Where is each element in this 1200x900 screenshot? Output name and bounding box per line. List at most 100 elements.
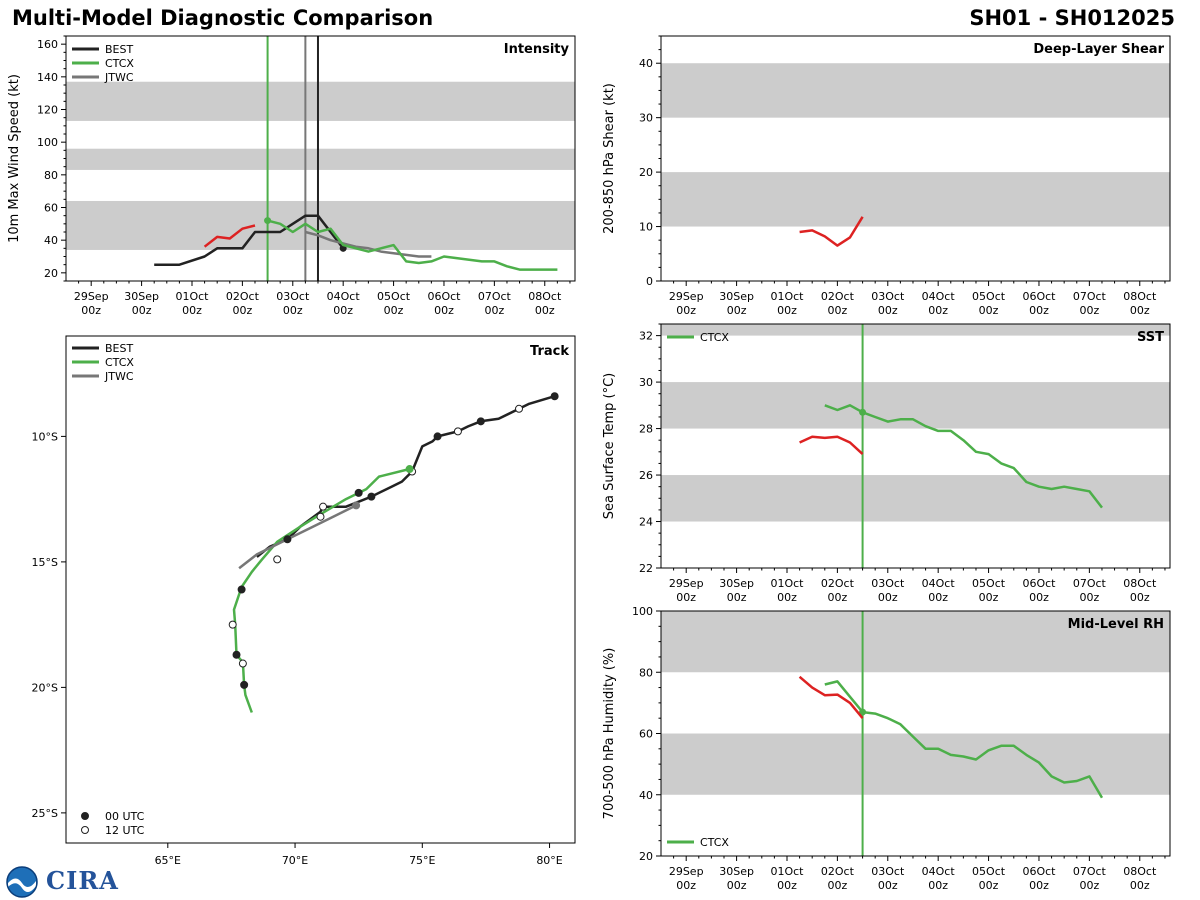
rh-xtick-label-hour: 00z <box>777 879 797 892</box>
intensity-ytick-label: 40 <box>44 234 58 247</box>
storm-id-title: SH01 - SH012025 <box>969 6 1175 30</box>
sst-xtick-label-hour: 00z <box>1079 591 1099 604</box>
sst-xtick-label-date: 07Oct <box>1073 577 1107 590</box>
sst-ytick-label: 24 <box>639 516 653 529</box>
shear-band <box>661 63 1170 118</box>
track-point-ctcx <box>238 659 247 668</box>
sst-xtick-label-date: 04Oct <box>922 577 956 590</box>
track-xtick-label: 75°E <box>409 854 435 867</box>
sst-xtick-label-hour: 00z <box>1029 591 1049 604</box>
rh-xtick-label-hour: 00z <box>727 879 747 892</box>
track-point-best <box>283 535 292 544</box>
rh-series-ctcx <box>824 680 1104 799</box>
track-point-ctcx <box>237 585 246 594</box>
shear-xtick-label-hour: 00z <box>928 304 948 317</box>
rh-xtick-label-hour: 00z <box>1130 879 1150 892</box>
track-ytick-label: 15°S <box>32 556 58 569</box>
rh-ytick-label: 100 <box>632 605 653 618</box>
noaa-logo-icon <box>6 866 38 898</box>
sst-ytick-label: 32 <box>639 330 653 343</box>
shear-xtick-label-date: 01Oct <box>770 290 804 303</box>
intensity-legend-label-jtwc: JTWC <box>104 71 134 84</box>
shear-xtick-label-hour: 00z <box>676 304 696 317</box>
intensity-ytick-label: 140 <box>37 71 58 84</box>
shear-ytick-label: 40 <box>639 57 653 70</box>
shear-ytick-label: 20 <box>639 166 653 179</box>
track-point-best <box>476 417 485 426</box>
sst-xtick-label-date: 06Oct <box>1022 577 1056 590</box>
intensity-xtick-label-hour: 00z <box>384 304 404 317</box>
intensity-ytick-label: 20 <box>44 267 58 280</box>
intensity-ylabel: 10m Max Wind Speed (kt) <box>7 74 22 243</box>
shear-ytick-label: 30 <box>639 112 653 125</box>
sst-xtick-label-date: 03Oct <box>871 577 905 590</box>
shear-xtick-label-hour: 00z <box>1079 304 1099 317</box>
sst-ctcx-current-point <box>859 408 867 416</box>
track-xtick-label: 70°E <box>282 854 308 867</box>
intensity-legend-label-ctcx: CTCX <box>105 57 134 70</box>
sst-ytick-label: 28 <box>639 423 653 436</box>
track-point-best <box>319 502 328 511</box>
intensity-band <box>66 200 575 250</box>
sst-series-red <box>799 435 864 456</box>
shear-xtick-label-date: 30Sep <box>719 290 754 303</box>
sst-xtick-label-hour: 00z <box>928 591 948 604</box>
intensity-xtick-label-hour: 00z <box>434 304 454 317</box>
intensity-ytick-label: 80 <box>44 169 58 182</box>
shear-xtick-label-date: 02Oct <box>821 290 855 303</box>
track-line-jtwc <box>238 504 357 570</box>
rh-xtick-label-date: 08Oct <box>1123 865 1157 878</box>
track-ytick-label: 25°S <box>32 807 58 820</box>
sst-xtick-label-hour: 00z <box>827 591 847 604</box>
intensity-xtick-label-hour: 00z <box>535 304 555 317</box>
shear-xtick-label-hour: 00z <box>777 304 797 317</box>
rh-xtick-label-hour: 00z <box>676 879 696 892</box>
intensity-xtick-label-date: 30Sep <box>124 290 159 303</box>
rh-xtick-label-date: 29Sep <box>669 865 704 878</box>
intensity-ytick-label: 100 <box>37 136 58 149</box>
rh-xtick-label-date: 05Oct <box>972 865 1006 878</box>
track-legend-label-ctcx: CTCX <box>105 356 134 369</box>
intensity-xtick-label-hour: 00z <box>232 304 252 317</box>
track-point-ctcx <box>273 555 282 564</box>
shear-ylabel: 200-850 hPa Shear (kt) <box>602 83 617 234</box>
sst-xtick-label-date: 05Oct <box>972 577 1006 590</box>
sst-panel-title: SST <box>1137 330 1164 345</box>
track-point-ctcx <box>228 620 237 629</box>
shear-xtick-label-hour: 00z <box>827 304 847 317</box>
intensity-panel: 2040608010012014016029Sep00z30Sep00z01Oc… <box>7 35 576 317</box>
sst-ylabel: Sea Surface Temp (°C) <box>602 373 617 520</box>
sst-panel: 22242628303229Sep00z30Sep00z01Oct00z02Oc… <box>602 323 1171 604</box>
intensity-xtick-label-date: 05Oct <box>377 290 411 303</box>
intensity-xtick-label-date: 06Oct <box>427 290 461 303</box>
intensity-legend-label-best: BEST <box>105 43 133 56</box>
intensity-xtick-label-hour: 00z <box>333 304 353 317</box>
sst-legend-label-ctcx: CTCX <box>700 331 729 344</box>
track-point-best <box>354 488 363 497</box>
sst-ytick-label: 26 <box>639 469 653 482</box>
sst-xtick-label-hour: 00z <box>1130 591 1150 604</box>
rh-band <box>661 611 1170 673</box>
rh-xtick-label-date: 06Oct <box>1022 865 1056 878</box>
intensity-xtick-label-date: 29Sep <box>74 290 109 303</box>
rh-band <box>661 733 1170 795</box>
rh-xtick-label-hour: 00z <box>979 879 999 892</box>
intensity-xtick-label-date: 04Oct <box>327 290 361 303</box>
shear-xtick-label-hour: 00z <box>878 304 898 317</box>
rh-xtick-label-date: 30Sep <box>719 865 754 878</box>
track-frame <box>65 335 576 844</box>
sst-xtick-label-hour: 00z <box>878 591 898 604</box>
track-ytick-label: 20°S <box>32 681 58 694</box>
rh-series-red <box>798 675 864 719</box>
rh-legend-label-ctcx: CTCX <box>700 836 729 849</box>
track-panel-title: Track <box>530 344 569 359</box>
shear-xtick-label-date: 04Oct <box>922 290 956 303</box>
track-point-best <box>316 512 325 521</box>
shear-xtick-label-date: 07Oct <box>1073 290 1107 303</box>
track-xtick-label: 80°E <box>536 854 562 867</box>
sst-xtick-label-date: 08Oct <box>1123 577 1157 590</box>
track-point-ctcx <box>232 650 241 659</box>
sst-series-ctcx <box>824 404 1103 509</box>
shear-xtick-label-date: 03Oct <box>871 290 905 303</box>
track-point-ctcx <box>405 465 414 474</box>
